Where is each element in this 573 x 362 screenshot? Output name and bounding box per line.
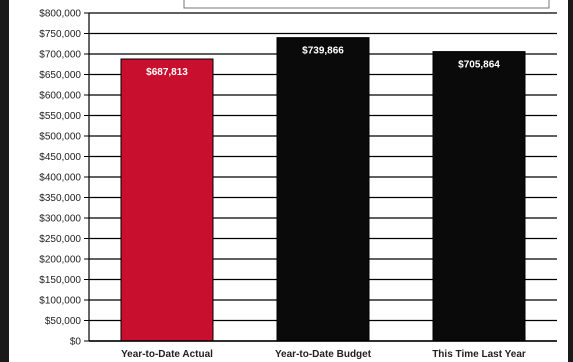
y-tick-label: $800,000 (39, 9, 81, 20)
y-tick-label: $150,000 (39, 275, 81, 286)
bar-data-label: $705,864 (458, 60, 500, 71)
y-tick-label: $500,000 (39, 132, 81, 143)
x-tick-label: Year-to-Date Actual (121, 349, 213, 360)
y-tick-label: $300,000 (39, 214, 81, 225)
x-tick-label: This Time Last Year (432, 349, 526, 360)
y-axis: $0 $50,000 $100,000 $150,000 $200,000 $250,00… (39, 9, 90, 348)
bar-chart: $0 $50,000 $100,000 $150,000 $200,000 $250,00… (39, 0, 557, 360)
y-tick-label: $350,000 (39, 193, 81, 204)
y-tick-label: $50,000 (45, 316, 82, 327)
y-tick-label: $450,000 (39, 152, 81, 163)
y-tick-label: $650,000 (39, 70, 81, 81)
y-tick-label: $750,000 (39, 29, 81, 40)
bar (120, 58, 214, 342)
y-tick-label: $600,000 (39, 91, 81, 102)
y-tick-label: $250,000 (39, 234, 81, 245)
y-tick-label: $100,000 (39, 296, 81, 307)
y-tick-label: $200,000 (39, 255, 81, 266)
y-tick-label: $700,000 (39, 50, 81, 61)
bar-data-label: $687,813 (146, 67, 188, 78)
bars (120, 37, 526, 342)
x-axis: Year-to-Date Actual Year-to-Date Budget Th… (89, 340, 557, 360)
y-tick-label: $550,000 (39, 111, 81, 122)
bar-data-label: $739,866 (302, 46, 344, 57)
bar (432, 51, 526, 342)
bar (276, 37, 370, 342)
x-tick-label: Year-to-Date Budget (275, 349, 372, 360)
y-tick-label: $400,000 (39, 173, 81, 184)
legend-box-partial (183, 0, 550, 9)
y-tick-label: $0 (70, 337, 82, 348)
data-labels: $687,813 $739,866 $705,864 (146, 46, 500, 78)
chart-frame: $0 $50,000 $100,000 $150,000 $200,000 $250,00… (9, 0, 568, 362)
